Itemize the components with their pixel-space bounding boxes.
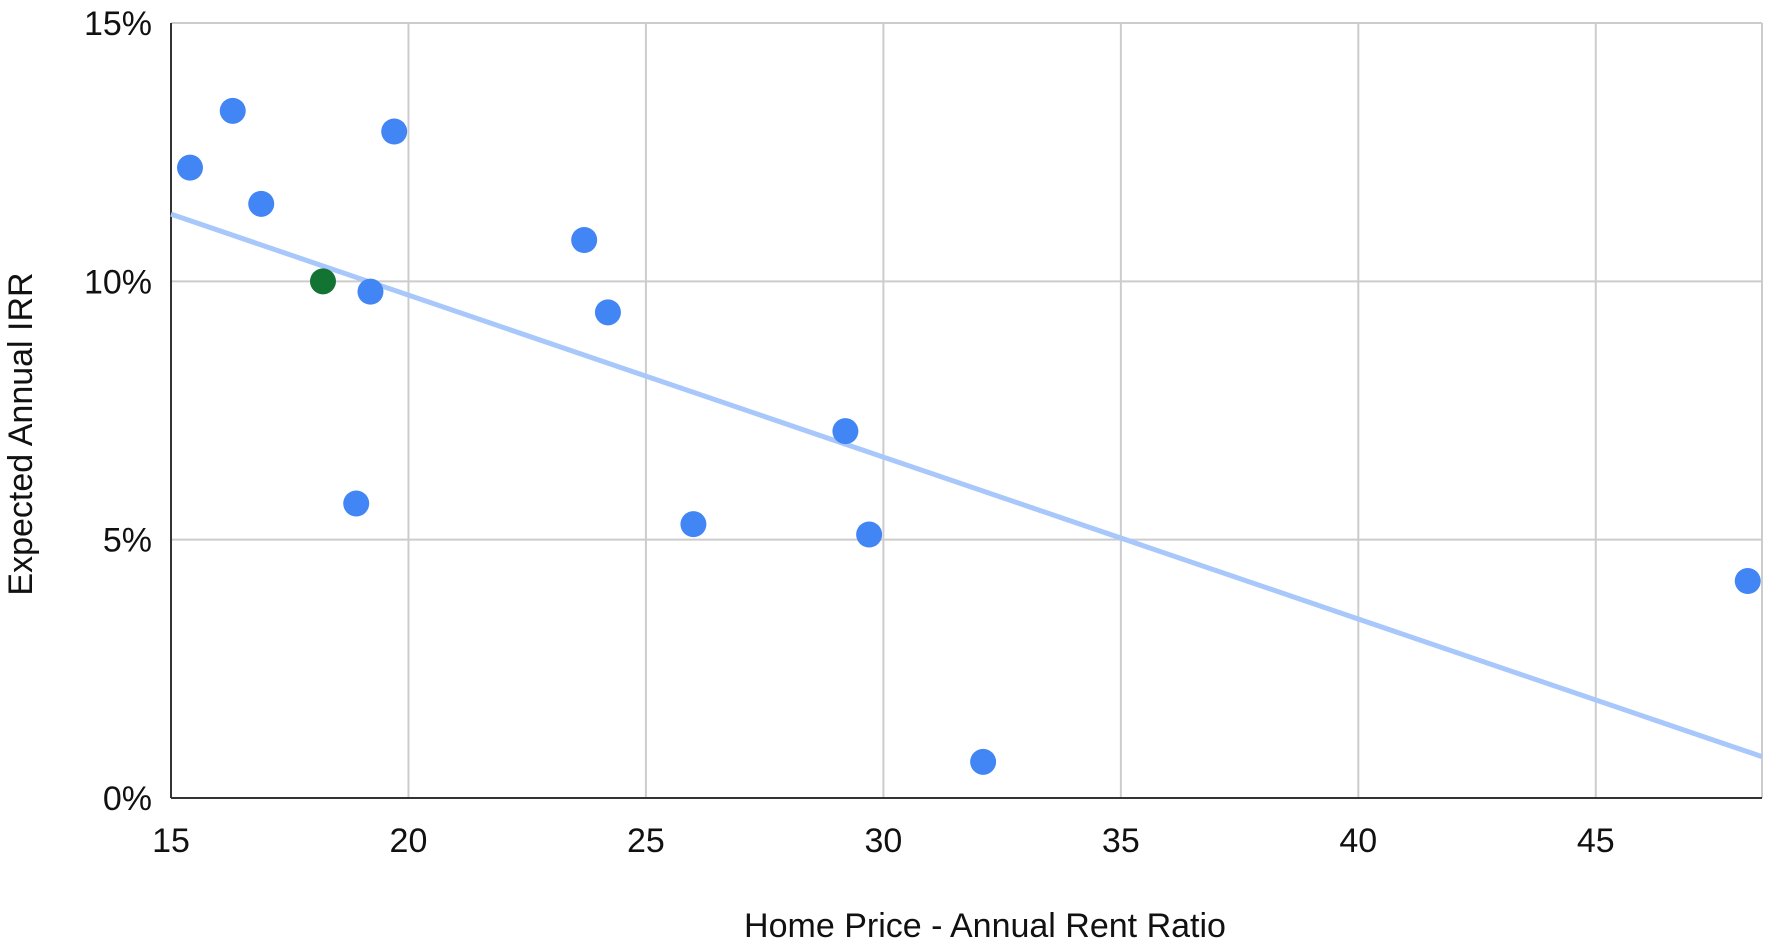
data-points — [176, 97, 1761, 775]
grid-lines — [171, 22, 1763, 798]
data-point — [176, 154, 203, 181]
y-tick-label: 0% — [103, 780, 152, 818]
x-tick-label: 45 — [1577, 822, 1615, 860]
trendline-layer — [170, 211, 1763, 760]
data-point — [309, 268, 336, 295]
data-point — [571, 227, 598, 253]
x-tick-label: 15 — [152, 822, 190, 860]
data-point — [680, 511, 707, 538]
x-tick-label: 40 — [1339, 822, 1377, 860]
data-point — [856, 521, 883, 548]
x-axis-title: Home Price - Annual Rent Ratio — [744, 907, 1226, 945]
x-tick-label: 30 — [864, 822, 902, 860]
data-point — [594, 299, 621, 326]
data-point — [248, 190, 275, 217]
data-point — [1734, 568, 1761, 594]
y-tick-labels: 0% 5% 10% 15% — [84, 5, 152, 818]
y-tick-label: 5% — [103, 522, 152, 560]
data-point — [970, 748, 997, 775]
y-axis-title: Expected Annual IRR — [2, 272, 40, 595]
trendline — [170, 211, 1763, 760]
axes — [170, 23, 1762, 799]
y-tick-label: 15% — [84, 5, 152, 43]
data-point — [343, 490, 370, 517]
x-tick-labels: 15 20 25 30 35 40 45 — [152, 822, 1615, 860]
x-tick-label: 20 — [390, 822, 428, 860]
data-point — [219, 97, 246, 124]
y-tick-label: 10% — [84, 263, 152, 301]
data-point — [381, 118, 408, 145]
data-point — [832, 418, 859, 445]
data-point — [357, 278, 384, 305]
x-tick-label: 25 — [627, 822, 665, 860]
x-tick-label: 35 — [1102, 822, 1140, 860]
